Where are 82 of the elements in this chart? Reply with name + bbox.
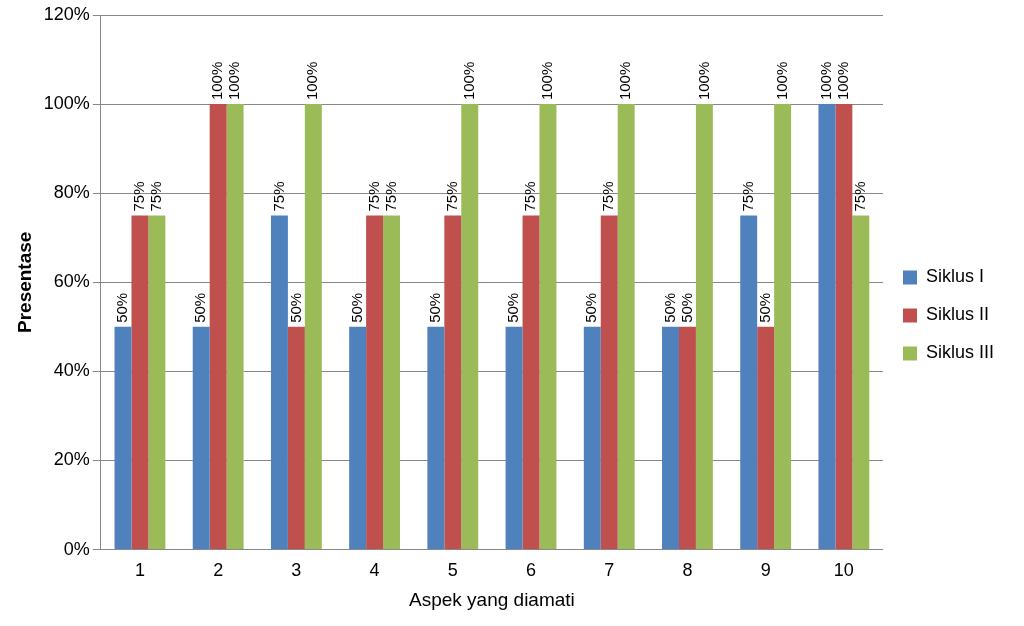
legend-label: Siklus II [925, 304, 990, 325]
bar [740, 215, 758, 550]
data-label: 100% [694, 61, 712, 101]
bar [444, 215, 462, 550]
data-label: 100% [616, 61, 634, 101]
data-label: 50% [660, 292, 678, 323]
data-label: 75% [521, 181, 539, 212]
bar [835, 104, 853, 550]
bar [522, 215, 540, 550]
bar [148, 215, 166, 550]
data-label: 75% [269, 181, 287, 212]
bar [461, 104, 479, 550]
y-axis-title: Presentase [13, 231, 35, 333]
bar [757, 326, 775, 550]
data-label: 50% [286, 292, 304, 323]
bar [131, 215, 149, 550]
data-label: 75% [850, 181, 868, 212]
y-tick-label: 100% [43, 93, 90, 114]
data-label: 75% [147, 181, 165, 212]
data-label: 100% [772, 61, 790, 101]
data-label: 50% [347, 292, 365, 323]
bar [539, 104, 557, 550]
data-label: 75% [364, 181, 382, 212]
data-label: 50% [582, 292, 600, 323]
data-label: 75% [599, 181, 617, 212]
data-label: 100% [225, 61, 243, 101]
x-tick-label: 9 [760, 560, 771, 581]
data-label: 100% [208, 61, 226, 101]
bar [383, 215, 401, 550]
data-label: 75% [442, 181, 460, 212]
x-tick-label: 10 [833, 560, 854, 581]
x-tick-label: 3 [291, 560, 302, 581]
bar [617, 104, 635, 550]
data-label: 50% [504, 292, 522, 323]
bar [583, 326, 601, 550]
bar [427, 326, 445, 550]
x-tick-label: 2 [213, 560, 224, 581]
data-label: 75% [738, 181, 756, 212]
bar [366, 215, 384, 550]
bar [114, 326, 132, 550]
data-label: 50% [677, 292, 695, 323]
bar [505, 326, 523, 550]
x-tick-label: 7 [604, 560, 615, 581]
x-tick-label: 8 [682, 560, 693, 581]
data-label: 50% [191, 292, 209, 323]
data-label: 75% [381, 181, 399, 212]
bar [774, 104, 792, 550]
bar [678, 326, 696, 550]
bar [818, 104, 836, 550]
x-tick-label: 5 [447, 560, 458, 581]
y-tick-label: 0% [63, 538, 90, 559]
bar [600, 215, 618, 550]
bar [270, 215, 288, 550]
bar [662, 326, 679, 550]
bar [287, 326, 305, 550]
legend-label: Siklus I [925, 266, 985, 287]
data-label: 50% [755, 292, 773, 323]
x-tick-label: 4 [369, 560, 380, 581]
data-label: 50% [113, 292, 131, 323]
bar [304, 104, 322, 550]
y-tick-label: 20% [53, 449, 90, 470]
bar [192, 326, 210, 550]
legend-label: Siklus III [925, 342, 995, 363]
x-tick-label: 1 [134, 560, 145, 581]
data-label: 50% [426, 292, 443, 323]
x-axis-title: Aspek yang diamati [409, 588, 575, 610]
data-label: 100% [538, 61, 556, 101]
data-label: 100% [303, 61, 321, 101]
y-tick-label: 120% [43, 3, 90, 24]
bar [349, 326, 367, 550]
bar [209, 104, 227, 550]
y-tick-label: 60% [53, 271, 90, 292]
bar [226, 104, 244, 550]
data-label: 100% [817, 61, 835, 101]
data-label: 100% [459, 61, 477, 101]
data-label: 75% [130, 181, 148, 212]
x-tick-label: 6 [526, 560, 537, 581]
bar [695, 104, 713, 550]
data-label: 100% [834, 61, 852, 101]
y-tick-label: 80% [53, 182, 90, 203]
y-tick-label: 40% [53, 360, 90, 381]
bar [852, 215, 870, 550]
